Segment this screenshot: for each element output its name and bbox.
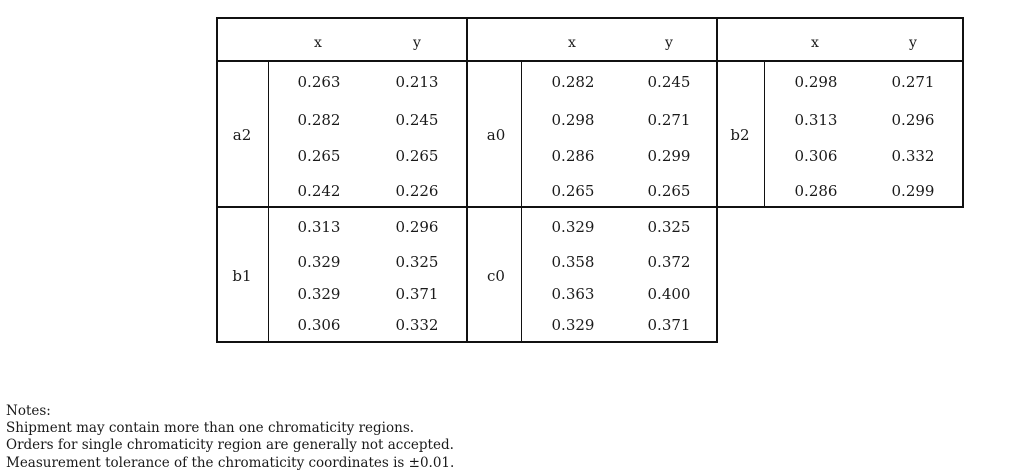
cell-a2-x: 0.242 [297, 182, 341, 200]
cell-a0-y: 0.299 [647, 147, 691, 165]
cell-b2-x: 0.286 [794, 182, 838, 200]
notes-line: Measurement tolerance of the chromaticit… [6, 454, 455, 471]
cell-c0-y: 0.371 [647, 316, 691, 334]
header-divider [718, 60, 962, 62]
label-divider [268, 60, 269, 341]
column-header-x: x [568, 35, 576, 51]
region-label-b1: b1 [232, 267, 252, 285]
cell-c0-x: 0.329 [551, 218, 595, 236]
cell-a2-y: 0.245 [395, 111, 439, 129]
column-header-x: x [811, 35, 819, 51]
notes-line: Shipment may contain more than one chrom… [6, 420, 415, 437]
cell-b1-y: 0.371 [395, 285, 439, 303]
header-divider [468, 60, 716, 62]
cell-a0-x: 0.282 [551, 73, 595, 91]
group-divider [468, 206, 716, 208]
label-divider [764, 60, 765, 206]
group-divider [218, 206, 466, 208]
notes-line: Orders for single chromaticity region ar… [6, 437, 454, 454]
cell-b1-x: 0.313 [297, 218, 341, 236]
cell-b2-y: 0.332 [891, 147, 935, 165]
region-label-a2: a2 [232, 126, 252, 144]
cell-a0-y: 0.245 [647, 73, 691, 91]
notes-section: Notes: Shipment may contain more than on… [6, 403, 454, 472]
cell-a2-y: 0.265 [395, 147, 439, 165]
region-label-a0: a0 [486, 126, 506, 144]
cell-a0-x: 0.265 [551, 182, 595, 200]
cell-a0-x: 0.286 [551, 147, 595, 165]
cell-b1-x: 0.306 [297, 316, 341, 334]
cell-a2-y: 0.226 [395, 182, 439, 200]
notes-title: Notes: [6, 403, 51, 419]
label-divider [521, 60, 522, 341]
table-block-2: x y a0 0.282 0.245 0.298 0.271 0.286 0.2… [466, 17, 718, 343]
cell-b2-y: 0.271 [891, 73, 935, 91]
cell-c0-x: 0.363 [551, 285, 595, 303]
column-header-y: y [909, 35, 917, 51]
cell-b1-y: 0.296 [395, 218, 439, 236]
column-header-x: x [314, 35, 322, 51]
cell-b2-y: 0.299 [891, 182, 935, 200]
cell-a2-x: 0.282 [297, 111, 341, 129]
cell-a2-x: 0.265 [297, 147, 341, 165]
cell-b2-x: 0.313 [794, 111, 838, 129]
region-label-b2: b2 [730, 126, 750, 144]
region-label-c0: c0 [487, 267, 505, 285]
cell-a2-y: 0.213 [395, 73, 439, 91]
cell-b1-x: 0.329 [297, 285, 341, 303]
cell-b2-y: 0.296 [891, 111, 935, 129]
cell-b1-y: 0.332 [395, 316, 439, 334]
cell-b1-x: 0.329 [297, 253, 341, 271]
cell-b1-y: 0.325 [395, 253, 439, 271]
table-block-1: x y a2 0.263 0.213 0.282 0.245 0.265 0.2… [216, 17, 468, 343]
cell-c0-x: 0.329 [551, 316, 595, 334]
table-block-3: x y b2 0.298 0.271 0.313 0.296 0.306 0.3… [716, 17, 964, 208]
cell-a0-y: 0.271 [647, 111, 691, 129]
cell-a0-x: 0.298 [551, 111, 595, 129]
column-header-y: y [413, 35, 421, 51]
column-header-y: y [665, 35, 673, 51]
cell-c0-y: 0.400 [647, 285, 691, 303]
cell-a0-y: 0.265 [647, 182, 691, 200]
cell-b2-x: 0.298 [794, 73, 838, 91]
cell-c0-y: 0.325 [647, 218, 691, 236]
cell-b2-x: 0.306 [794, 147, 838, 165]
cell-c0-y: 0.372 [647, 253, 691, 271]
header-divider [218, 60, 466, 62]
cell-c0-x: 0.358 [551, 253, 595, 271]
cell-a2-x: 0.263 [297, 73, 341, 91]
